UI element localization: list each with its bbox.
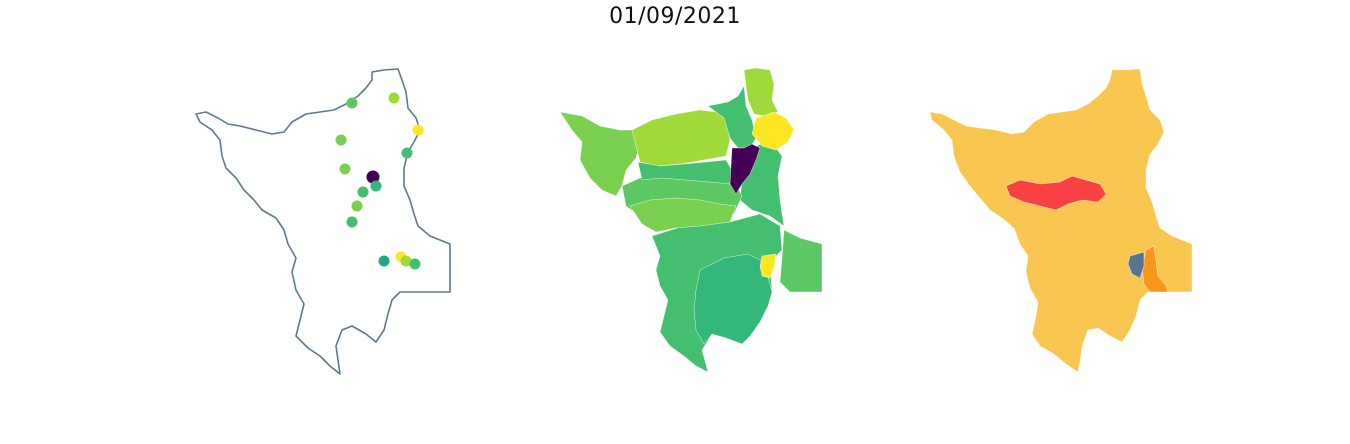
- region-northeast-yellow: [751, 111, 795, 151]
- region-east: [779, 229, 823, 293]
- figure-title: 01/09/2021: [609, 4, 741, 29]
- station-point: [409, 258, 421, 270]
- station-point: [351, 200, 363, 212]
- region-northwest: [631, 109, 731, 167]
- station-point: [412, 124, 424, 136]
- region-outline: [195, 68, 451, 375]
- station-point: [346, 216, 358, 228]
- risk-regions: [929, 68, 1193, 373]
- region-far-north: [743, 67, 779, 117]
- station-points: [335, 92, 424, 270]
- region-south-teal: [693, 253, 773, 345]
- region-west: [559, 111, 641, 197]
- station-point: [401, 147, 413, 159]
- region-lower-band: [629, 197, 737, 233]
- region-dark: [729, 143, 761, 195]
- station-point: [400, 255, 412, 267]
- station-point: [335, 134, 347, 146]
- station-point: [378, 255, 390, 267]
- region-risk-orange: [1141, 245, 1169, 293]
- station-point: [366, 170, 380, 184]
- station-point: [339, 163, 351, 175]
- region-east-yellow: [759, 253, 777, 279]
- region-risk-slate: [1127, 251, 1145, 279]
- station-point: [370, 180, 382, 192]
- station-point: [357, 186, 369, 198]
- region-risk-base: [929, 68, 1193, 373]
- region-risk-red: [1005, 175, 1107, 211]
- station-point: [388, 92, 400, 104]
- station-point: [346, 97, 358, 109]
- choropleth-regions: [559, 67, 823, 373]
